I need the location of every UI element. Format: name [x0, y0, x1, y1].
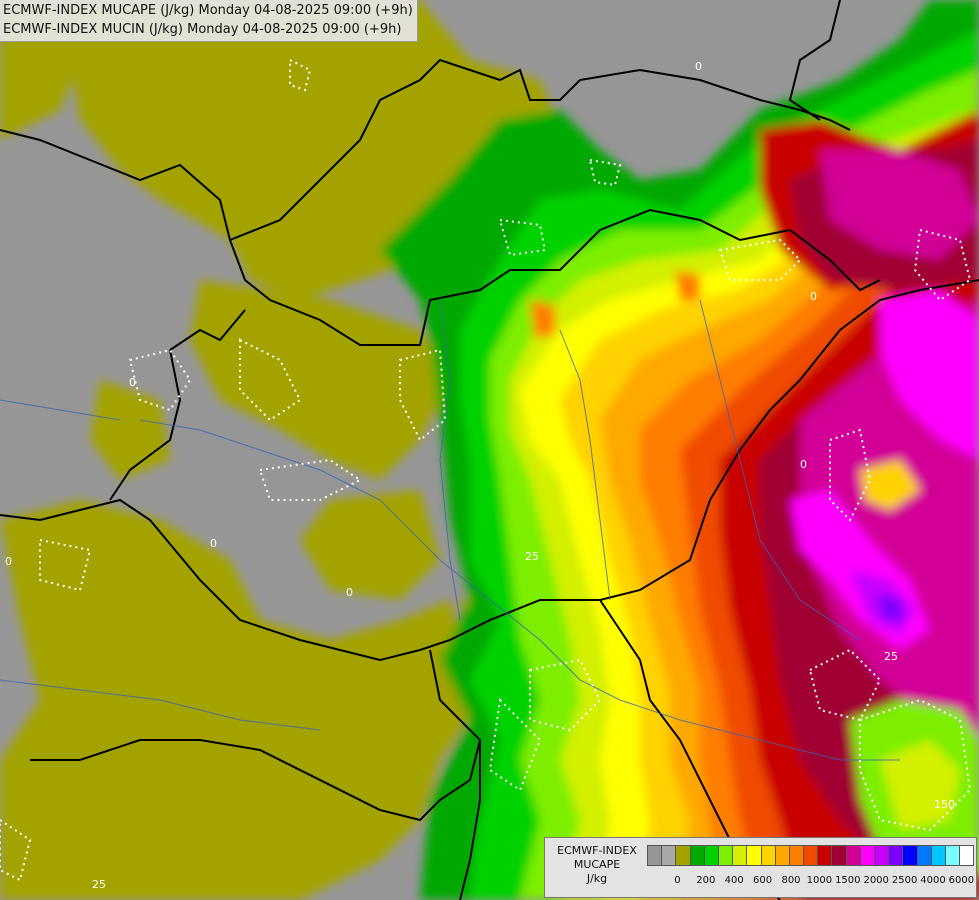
legend-title-unit: J/kg: [586, 872, 608, 885]
legend-tick-label: 600: [753, 875, 773, 886]
legend-swatch: [760, 845, 776, 866]
legend-tick-label: 200: [696, 875, 716, 886]
legend-swatch: [788, 845, 805, 866]
legend-swatch: [661, 845, 677, 866]
legend-tick-label: 0: [674, 875, 681, 886]
contour-label: 0: [5, 555, 12, 568]
legend-swatch: [874, 845, 890, 866]
legend-swatch: [888, 845, 904, 866]
legend-swatch: [803, 845, 819, 866]
legend-swatch: [746, 845, 762, 866]
legend-swatch: [930, 845, 946, 866]
contour-label: 25: [92, 878, 106, 891]
color-legend: ECMWF-INDEX MUCAPE J/kg 0 200 400 600 800 100…: [544, 837, 977, 898]
legend-swatch: [916, 845, 932, 866]
contour-labels: 0 0 0 0 0 0 0 25 25 25 150: [5, 60, 955, 891]
legend-swatch: [944, 845, 961, 866]
legend-tick-label: 2500: [891, 875, 918, 886]
legend-title-param: MUCAPE: [573, 858, 621, 871]
legend-swatch: [703, 845, 719, 866]
legend-swatch: [845, 845, 861, 866]
legend-swatch: [902, 845, 918, 866]
legend-swatch: [647, 845, 663, 866]
legend-swatch: [689, 845, 705, 866]
legend-tick-label: 6000: [948, 875, 975, 886]
contour-label: 0: [810, 290, 817, 303]
legend-swatch: [774, 845, 790, 866]
contour-label: 0: [210, 537, 217, 550]
legend-tick-label: 1500: [835, 875, 861, 886]
legend-tick-labels: 0 200 400 600 800 1000 1500 2000 2500 4000 6000: [647, 875, 975, 889]
contour-label: 0: [695, 60, 702, 73]
title-mucape: ECMWF-INDEX MUCAPE (J/kg) Monday 04-08-2…: [3, 3, 413, 18]
mucin-contours: [0, 58, 972, 882]
legend-tick-label: 800: [781, 875, 801, 886]
title-mucin: ECMWF-INDEX MUCIN (J/kg) Monday 04-08-20…: [3, 22, 402, 37]
contour-label: 25: [525, 550, 539, 563]
rivers: [0, 299, 900, 761]
contour-label: 150: [934, 798, 955, 811]
legend-tick-label: 4000: [920, 875, 946, 886]
legend-tick-label: 400: [724, 875, 744, 886]
legend-swatch: [717, 845, 734, 866]
title-box: ECMWF-INDEX MUCAPE (J/kg) Monday 04-08-2…: [0, 0, 418, 42]
legend-swatch: [831, 845, 847, 866]
legend-swatches: [647, 845, 975, 866]
legend-swatch: [732, 845, 748, 866]
legend-swatch: [859, 845, 875, 866]
contour-label: 0: [800, 458, 807, 471]
legend-swatch: [675, 845, 691, 866]
contour-label: 0: [129, 376, 136, 389]
legend-swatch: [959, 845, 975, 866]
legend-title: ECMWF-INDEX MUCAPE J/kg: [549, 844, 645, 886]
contour-label: 0: [346, 586, 353, 599]
legend-swatch: [817, 845, 833, 866]
legend-tick-label: 2000: [863, 875, 889, 886]
legend-title-model: ECMWF-INDEX: [557, 844, 637, 857]
contour-label: 25: [884, 650, 898, 663]
legend-tick-label: 1000: [806, 875, 833, 886]
